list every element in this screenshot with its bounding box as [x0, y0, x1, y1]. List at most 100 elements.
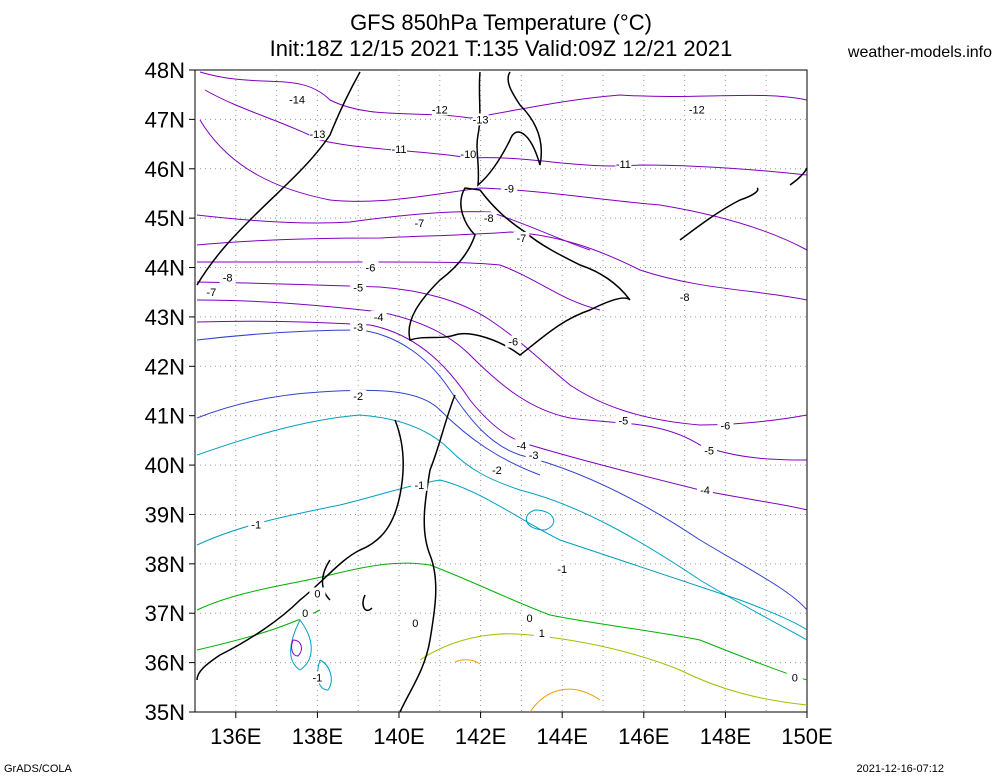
footer-left: GrADS/COLA [4, 763, 72, 775]
lon-tick-label: 150E [781, 724, 832, 749]
lat-tick-label: 35N [145, 700, 185, 725]
contour-label: 0 [412, 618, 418, 630]
coastline-sado [362, 594, 373, 612]
contour-label-bg [525, 449, 542, 462]
contour-label: -7 [415, 218, 425, 230]
lat-tick-label: 48N [145, 58, 185, 83]
contour-label-bg [350, 281, 367, 294]
contour-label-bg [411, 217, 428, 230]
contour-label-bg [676, 291, 693, 304]
contour-label-bg [615, 157, 632, 170]
coastline-noto [321, 559, 331, 601]
contour-label-bg [309, 587, 326, 600]
lon-tick-label: 136E [210, 724, 261, 749]
contour-label-bg [370, 310, 387, 323]
contour-line [419, 633, 808, 706]
contour-line [196, 211, 591, 251]
contour-label-bg [521, 612, 538, 625]
contour-line [454, 659, 481, 665]
contour-line [196, 281, 808, 426]
lat-tick-label: 47N [145, 107, 185, 132]
chart-title: GFS 850hPa Temperature (°C) [350, 10, 652, 35]
contour-label: -3 [353, 322, 363, 334]
contour-label-bg [688, 103, 705, 116]
lat-tick-label: 43N [145, 305, 185, 330]
lon-tick-label: 142E [455, 724, 506, 749]
lat-tick-label: 38N [145, 552, 185, 577]
contour-label-bg [697, 483, 713, 496]
contour-label: -12 [689, 105, 705, 117]
contour-label-bg [362, 261, 379, 274]
contour-label: -11 [391, 144, 406, 156]
contour-label: -1 [251, 519, 261, 531]
contour-label-bg [533, 626, 550, 639]
contour-label: -1 [313, 672, 323, 684]
contour-label-bg [505, 335, 522, 348]
contour-label: -11 [616, 159, 631, 171]
coastline-honshu [196, 394, 456, 713]
contour-label: -5 [619, 416, 629, 428]
coastline-hokkaido [408, 187, 631, 356]
contour-line [525, 509, 555, 531]
lat-tick-label: 36N [145, 651, 185, 676]
contour-label-bg [219, 271, 236, 284]
contour-labels: -14-13-12-13-12-11 -10-11-9-8-7-7-8-7-6-8… [203, 93, 803, 684]
contour-label: 0 [314, 588, 320, 600]
contour-label-bg [203, 286, 220, 299]
contour-label-bg [431, 103, 448, 116]
contour-label-bg [513, 231, 530, 244]
lat-tick-label: 37N [145, 601, 185, 626]
contour-label: -7 [517, 233, 527, 245]
contour-label: -2 [492, 465, 502, 477]
lon-tick-label: 138E [292, 724, 343, 749]
contour-label: -5 [353, 282, 363, 294]
lon-tick-label: 146E [618, 724, 669, 749]
contour-label-bg [501, 182, 518, 195]
lon-tick-label: 140E [373, 724, 424, 749]
contour-label: -7 [206, 287, 216, 299]
contour-line [196, 299, 808, 461]
contour-label-bg [309, 671, 326, 684]
contour-line [199, 71, 808, 119]
contour-line [196, 329, 808, 611]
contour-label: -8 [484, 213, 494, 225]
contour-label: -8 [223, 272, 233, 284]
contour-line [196, 389, 541, 476]
contour-label-bg [480, 212, 497, 225]
contour-label-bg [297, 607, 314, 620]
contour-label: 1 [539, 628, 545, 640]
coastline-kurils [679, 187, 759, 241]
gridlines [195, 70, 807, 712]
contour-label-bg [309, 128, 326, 141]
contour-label-bg [407, 617, 424, 630]
contour-label-bg [391, 143, 407, 156]
map-frame [194, 69, 808, 713]
contour-label: -9 [504, 184, 514, 196]
contour-label-bg [350, 389, 367, 402]
contour-label: -3 [529, 450, 539, 462]
contour-label-bg [289, 93, 305, 106]
coastlines [196, 71, 808, 713]
contour-line [196, 562, 808, 681]
contour-label-bg [513, 439, 530, 452]
contour-label-bg [248, 518, 265, 531]
lat-tick-label: 42N [145, 354, 185, 379]
contour-label-bg [350, 320, 367, 333]
lat-tick-label: 44N [145, 256, 185, 281]
latitude-axis: 48N 47N 46N 45N 44N 43N 42N 41N 40N 39N 38N 37N 36N 3… [145, 58, 195, 725]
contour-label: -13 [473, 114, 489, 126]
contour-label: -6 [508, 337, 518, 349]
lat-tick-label: 45N [145, 206, 185, 231]
contour-line [197, 261, 601, 311]
lat-tick-label: 46N [145, 157, 185, 182]
site-label: weather-models.info [847, 44, 992, 61]
lat-tick-label: 39N [145, 502, 185, 527]
contour-label: 0 [792, 672, 798, 684]
coastline-asia [196, 71, 361, 286]
contour-label-bg [554, 562, 571, 575]
contour-line [529, 688, 601, 713]
contour-label: -2 [353, 391, 363, 403]
contour-line [199, 119, 808, 251]
contour-label-bg [460, 147, 477, 160]
